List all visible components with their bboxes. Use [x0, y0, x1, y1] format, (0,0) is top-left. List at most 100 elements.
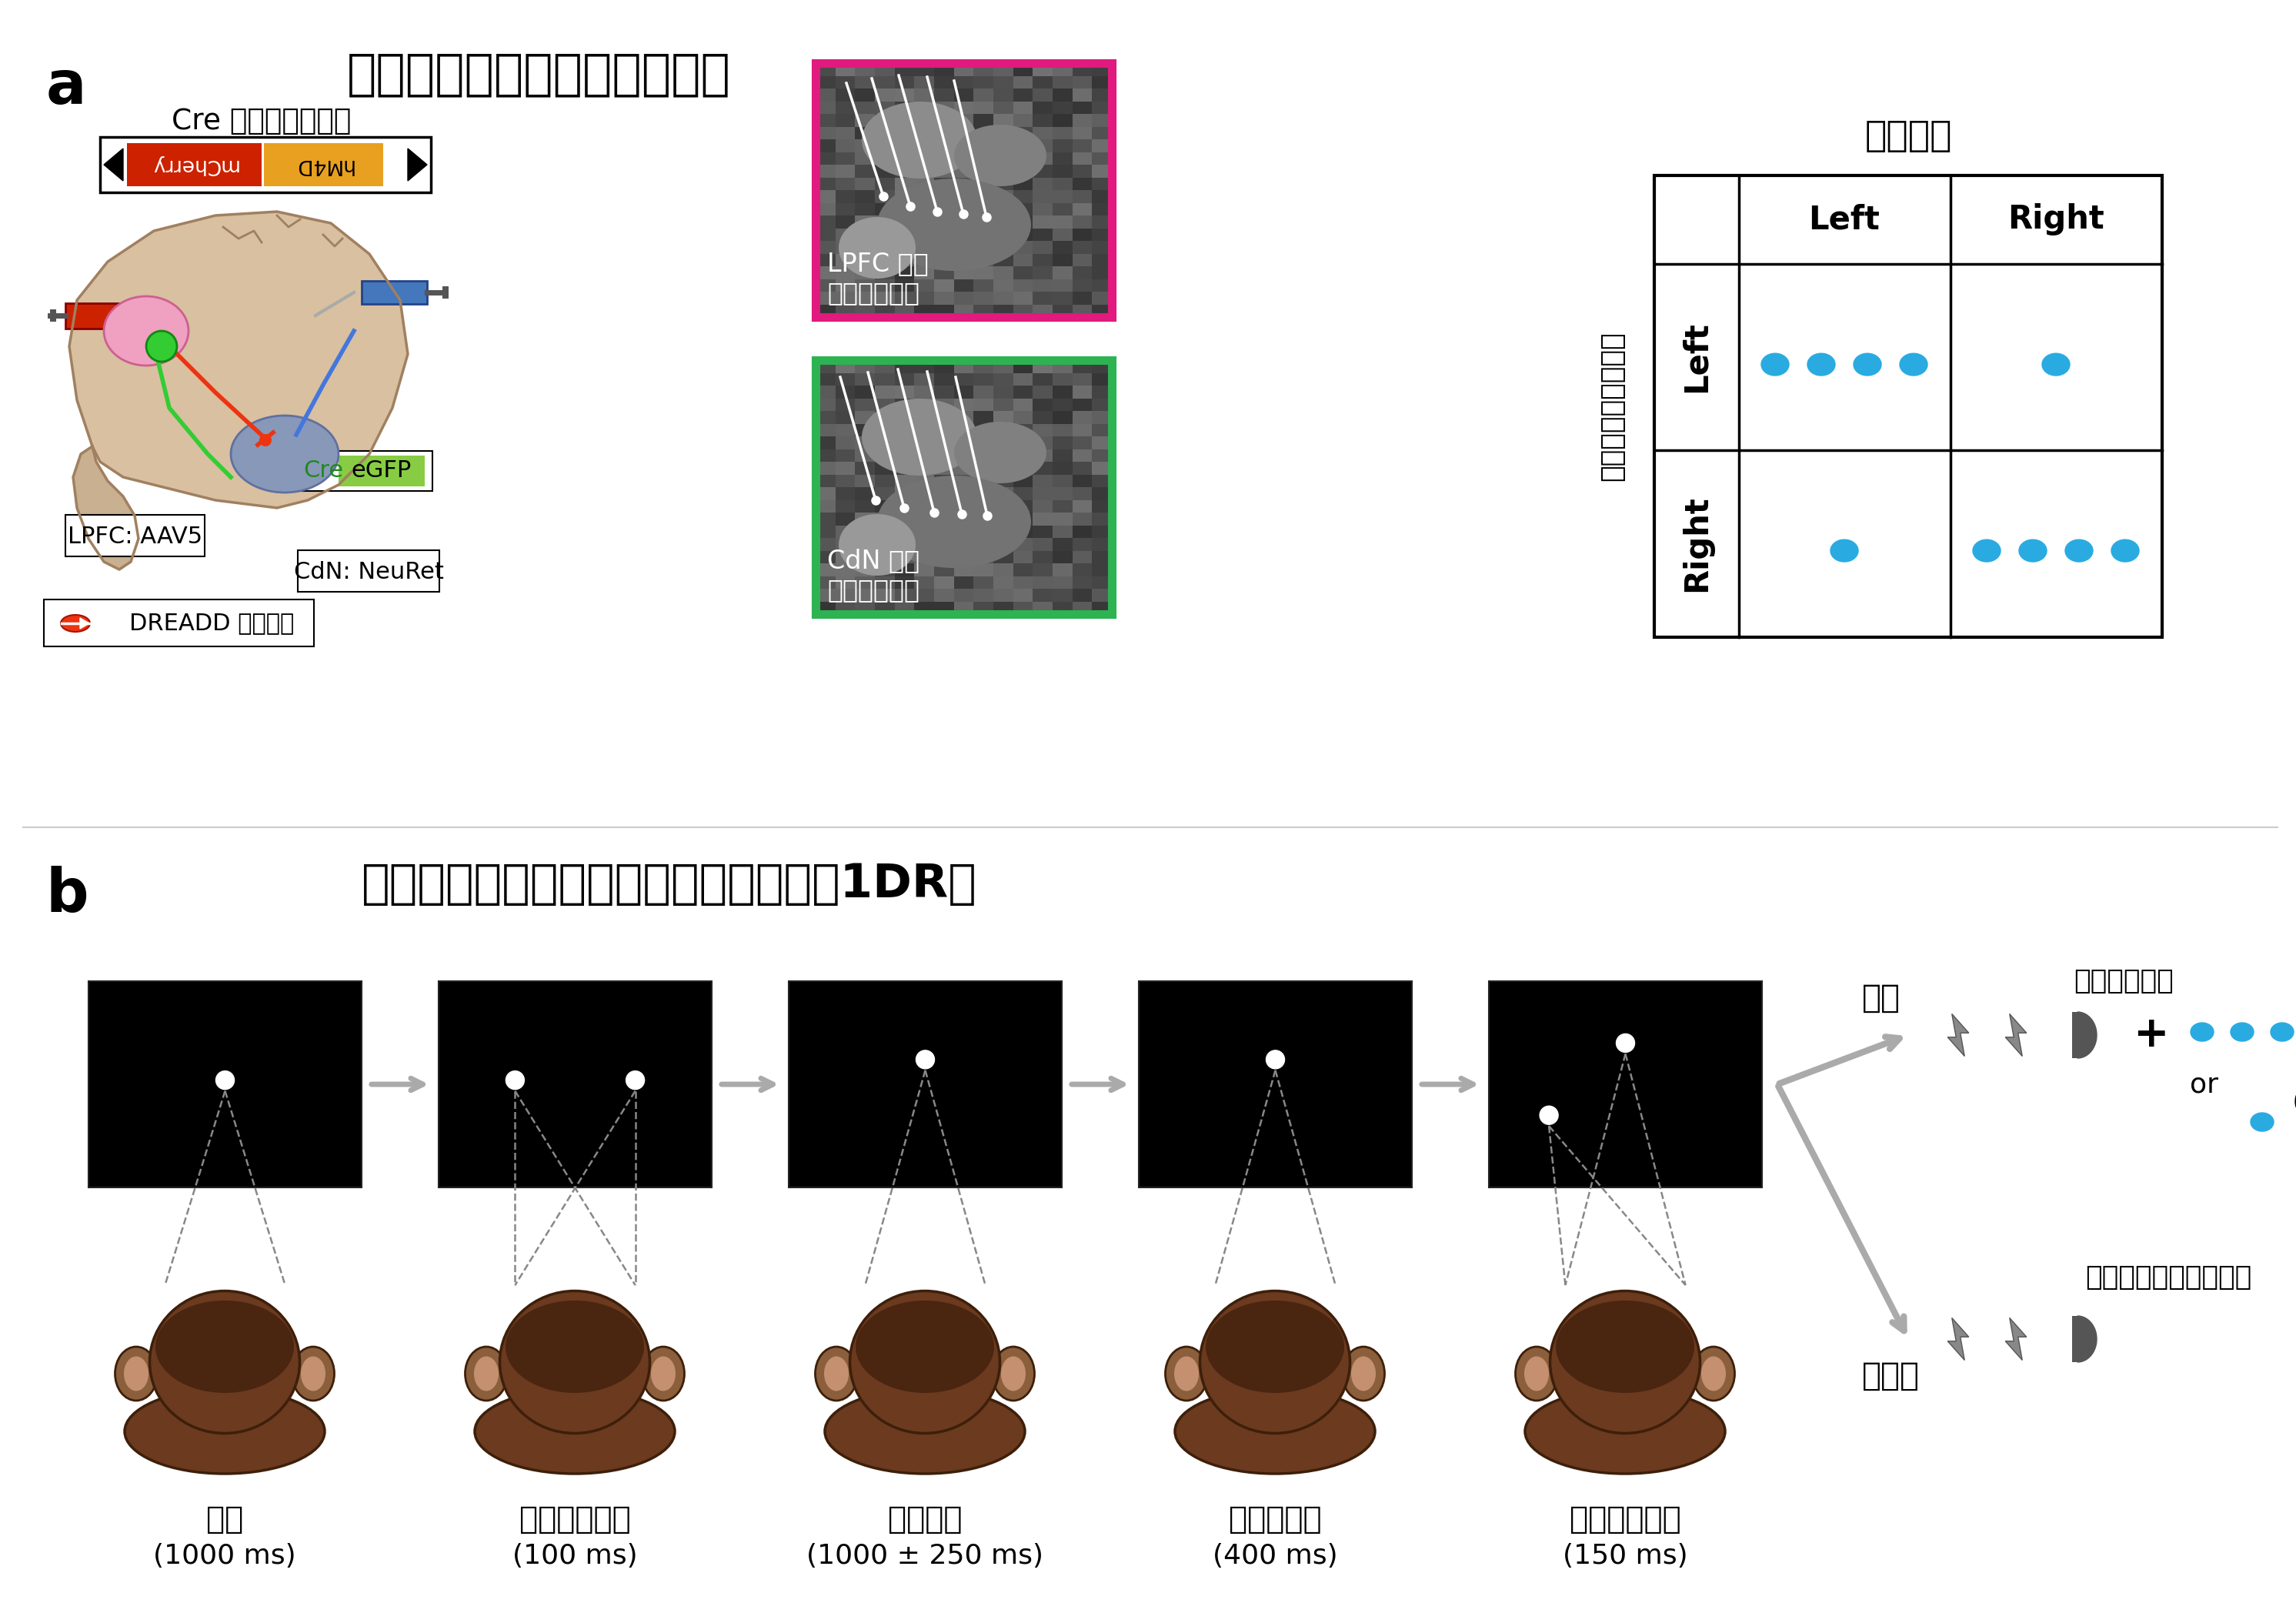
Polygon shape — [73, 447, 138, 569]
Bar — [264, 144, 383, 185]
Bar — [101, 137, 432, 192]
Bar — [974, 537, 994, 552]
Bar — [974, 253, 994, 268]
Ellipse shape — [1701, 1357, 1727, 1390]
Bar — [854, 292, 875, 305]
Ellipse shape — [232, 416, 338, 492]
Bar — [1052, 437, 1072, 450]
Bar — [1093, 102, 1114, 115]
Bar — [1072, 266, 1093, 279]
Text: Cre の存在下で反転: Cre の存在下で反転 — [172, 108, 351, 135]
Bar — [1072, 279, 1093, 292]
Bar — [974, 165, 994, 177]
Bar — [974, 576, 994, 589]
Bar — [1072, 203, 1093, 216]
Bar — [953, 165, 974, 177]
Bar — [914, 437, 934, 450]
Bar — [815, 126, 836, 140]
Bar — [1052, 602, 1072, 615]
Polygon shape — [1761, 353, 1789, 376]
Bar — [836, 448, 856, 463]
Bar — [1093, 448, 1114, 463]
Bar — [1033, 411, 1054, 424]
Text: Left: Left — [1681, 321, 1713, 394]
Bar — [1093, 227, 1114, 242]
Bar — [875, 448, 895, 463]
Bar — [815, 537, 836, 552]
Bar — [994, 386, 1015, 398]
Bar — [1072, 386, 1093, 398]
Bar — [854, 152, 875, 166]
Bar — [1052, 165, 1072, 177]
Bar — [974, 216, 994, 229]
Bar — [934, 513, 955, 526]
Bar — [1033, 190, 1054, 203]
Bar — [1013, 203, 1033, 216]
Bar — [1033, 360, 1054, 374]
Bar — [815, 513, 836, 526]
Bar — [994, 576, 1015, 589]
Circle shape — [505, 1071, 523, 1089]
Bar — [1093, 240, 1114, 255]
Ellipse shape — [1201, 1290, 1350, 1434]
Bar — [974, 360, 994, 374]
Bar — [1013, 550, 1033, 565]
Bar — [1072, 411, 1093, 424]
Polygon shape — [1853, 353, 1880, 376]
Bar — [994, 292, 1015, 305]
Bar — [934, 589, 955, 602]
Bar — [875, 461, 895, 476]
Bar — [895, 126, 916, 140]
Bar — [914, 398, 934, 411]
Bar — [974, 190, 994, 203]
Bar — [1033, 279, 1054, 292]
Ellipse shape — [1173, 1357, 1199, 1390]
Bar — [914, 279, 934, 292]
Bar — [815, 76, 836, 89]
Bar — [1033, 424, 1054, 437]
Bar — [953, 513, 974, 526]
Bar — [895, 513, 916, 526]
Bar — [895, 602, 916, 615]
Bar — [854, 165, 875, 177]
Bar — [994, 550, 1015, 565]
Bar — [836, 139, 856, 153]
Bar — [994, 305, 1015, 318]
Polygon shape — [2004, 1015, 2027, 1057]
Bar — [815, 424, 836, 437]
Bar — [934, 165, 955, 177]
Bar — [1013, 576, 1033, 589]
Bar — [836, 437, 856, 450]
Bar — [1052, 448, 1072, 463]
Bar — [974, 305, 994, 318]
Bar — [1052, 177, 1072, 190]
Bar — [934, 177, 955, 190]
Bar — [974, 279, 994, 292]
Bar — [1033, 500, 1054, 513]
Bar — [1033, 474, 1054, 487]
Bar — [1072, 373, 1093, 387]
Bar — [994, 373, 1015, 387]
Text: 正解: 正解 — [1862, 982, 1901, 1015]
Bar — [1052, 240, 1072, 255]
Bar — [994, 227, 1015, 242]
Bar — [875, 139, 895, 153]
Bar — [875, 360, 895, 374]
Bar — [953, 411, 974, 424]
Bar — [974, 563, 994, 577]
Bar — [836, 526, 856, 539]
Bar — [953, 537, 974, 552]
Bar — [1093, 589, 1114, 602]
Polygon shape — [1830, 540, 1857, 561]
Bar — [914, 227, 934, 242]
Bar — [953, 602, 974, 615]
Bar — [1072, 152, 1093, 166]
Bar — [914, 63, 934, 76]
Bar — [1072, 474, 1093, 487]
Ellipse shape — [1343, 1347, 1384, 1400]
Circle shape — [147, 331, 177, 361]
Bar — [974, 126, 994, 140]
Bar — [914, 474, 934, 487]
Bar — [854, 279, 875, 292]
Polygon shape — [2018, 540, 2046, 561]
